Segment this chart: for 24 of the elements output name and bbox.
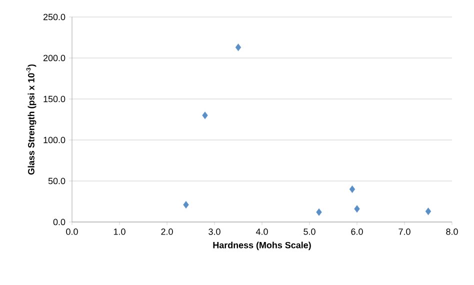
point [235, 43, 242, 52]
y-tick-label: 0.0 [53, 218, 66, 226]
y-tick-label: 100.0 [44, 136, 66, 144]
x-tick-label: 0.0 [66, 228, 78, 235]
x-tick-label: 7.0 [398, 228, 410, 235]
x-tick-label: 8.0 [446, 228, 458, 235]
x-tick-label: 2.0 [161, 228, 173, 235]
y-tick-label: 150.0 [44, 96, 66, 102]
x-tick-label: 4.0 [256, 228, 268, 235]
x-tick-label: 6.0 [351, 228, 363, 235]
x-tick-label: 1.0 [114, 228, 126, 235]
point [202, 111, 208, 120]
y-tick-label: 250.0 [44, 14, 66, 20]
y-axis-title: Glass Strength (psi x 10$^{-3}$) [26, 64, 36, 175]
x-axis-title: Hardness (Mohs Scale) [213, 242, 311, 250]
x-tick-label: 3.0 [208, 228, 220, 235]
point [182, 200, 190, 209]
point [425, 207, 432, 216]
point [349, 185, 356, 194]
point [354, 204, 360, 214]
y-tick-label: 200.0 [44, 54, 66, 62]
point [316, 208, 322, 216]
x-tick-label: 5.0 [304, 228, 316, 235]
y-tick-label: 50.0 [48, 178, 66, 184]
